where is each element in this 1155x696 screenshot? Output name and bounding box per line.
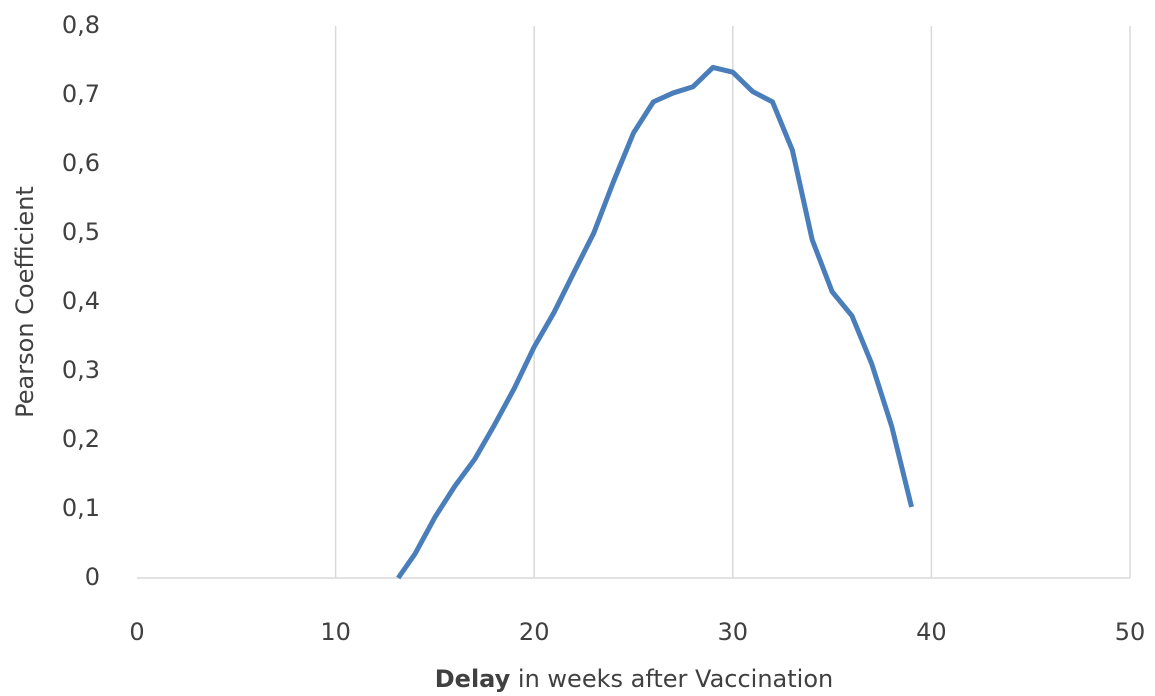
x-tick-label: 10	[320, 618, 351, 646]
x-tick-label: 40	[916, 618, 947, 646]
x-axis-label-rest: in weeks after Vaccination	[518, 665, 833, 693]
y-tick-label: 0,7	[62, 80, 100, 108]
y-tick-label: 0,4	[62, 287, 100, 315]
x-tick-label: 50	[1115, 618, 1146, 646]
data-line	[396, 64, 914, 580]
x-axis-label-bold: Delay	[435, 665, 511, 693]
x-tick-label: 0	[129, 618, 144, 646]
y-tick-label: 0,8	[62, 11, 100, 39]
y-tick-label: 0,2	[62, 425, 100, 453]
x-tick-label: 30	[718, 618, 749, 646]
x-axis-label: Delay in weeks after Vaccination	[435, 665, 834, 693]
y-tick-label: 0,5	[62, 218, 100, 246]
x-tick-label: 20	[519, 618, 550, 646]
y-tick-label: 0	[85, 563, 100, 591]
y-axis-label: Pearson Coefficient	[11, 186, 39, 418]
y-tick-label: 0,1	[62, 494, 100, 522]
y-tick-label: 0,6	[62, 149, 100, 177]
y-tick-label: 0,3	[62, 356, 100, 384]
